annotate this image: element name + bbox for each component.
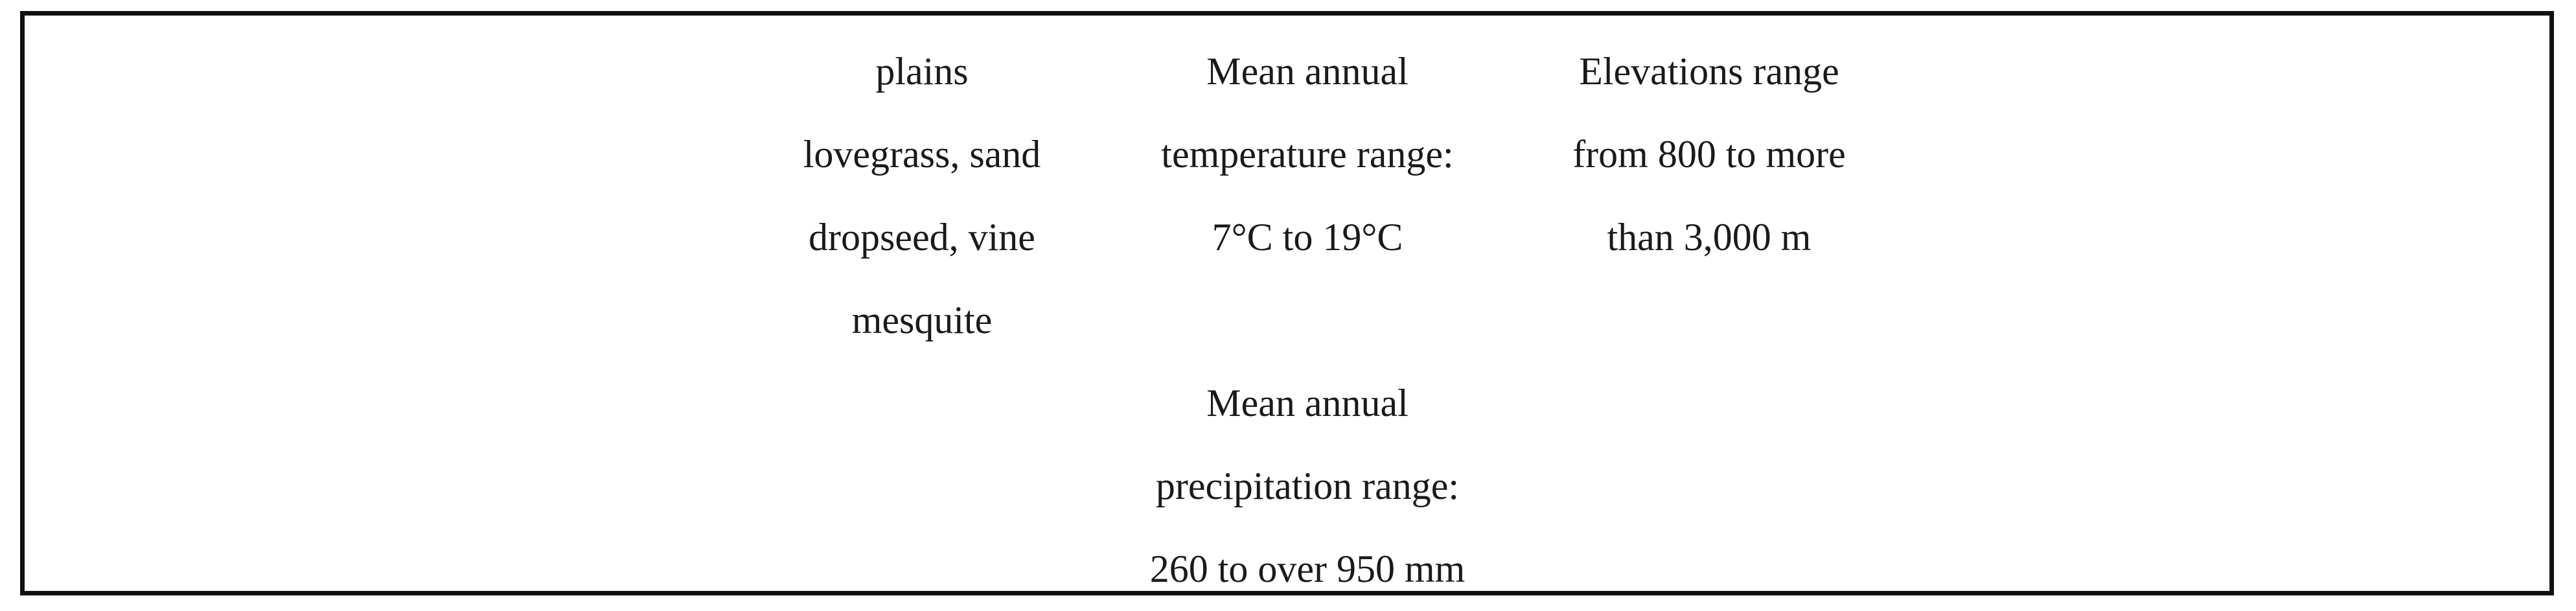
- climate-line: Mean annual: [1206, 50, 1409, 93]
- elevation-line: from 800 to more: [1572, 133, 1846, 176]
- climate-line: 260 to over 950 mm: [1149, 548, 1466, 590]
- climate-cell: Mean annual temperature range: 7°C to 19…: [1100, 30, 1515, 610]
- climate-line: Mean annual: [1206, 382, 1409, 424]
- elevation-line: than 3,000 m: [1607, 216, 1811, 259]
- vegetation-line: dropseed, vine: [809, 216, 1035, 259]
- elevation-cell: Elevations range from 800 to more than 3…: [1515, 30, 1903, 279]
- vegetation-line: lovegrass, sand: [803, 133, 1041, 176]
- elevation-line: Elevations range: [1579, 50, 1839, 93]
- vegetation-line: plains: [875, 50, 969, 93]
- vegetation-cell: plains lovegrass, sand dropseed, vine me…: [728, 30, 1116, 362]
- vegetation-line: mesquite: [851, 299, 993, 341]
- climate-line: [1100, 279, 1515, 362]
- climate-line: precipitation range:: [1155, 465, 1460, 507]
- climate-line: 7°C to 19°C: [1212, 216, 1403, 259]
- table-frame: plains lovegrass, sand dropseed, vine me…: [20, 11, 2554, 595]
- climate-line: temperature range:: [1161, 133, 1454, 176]
